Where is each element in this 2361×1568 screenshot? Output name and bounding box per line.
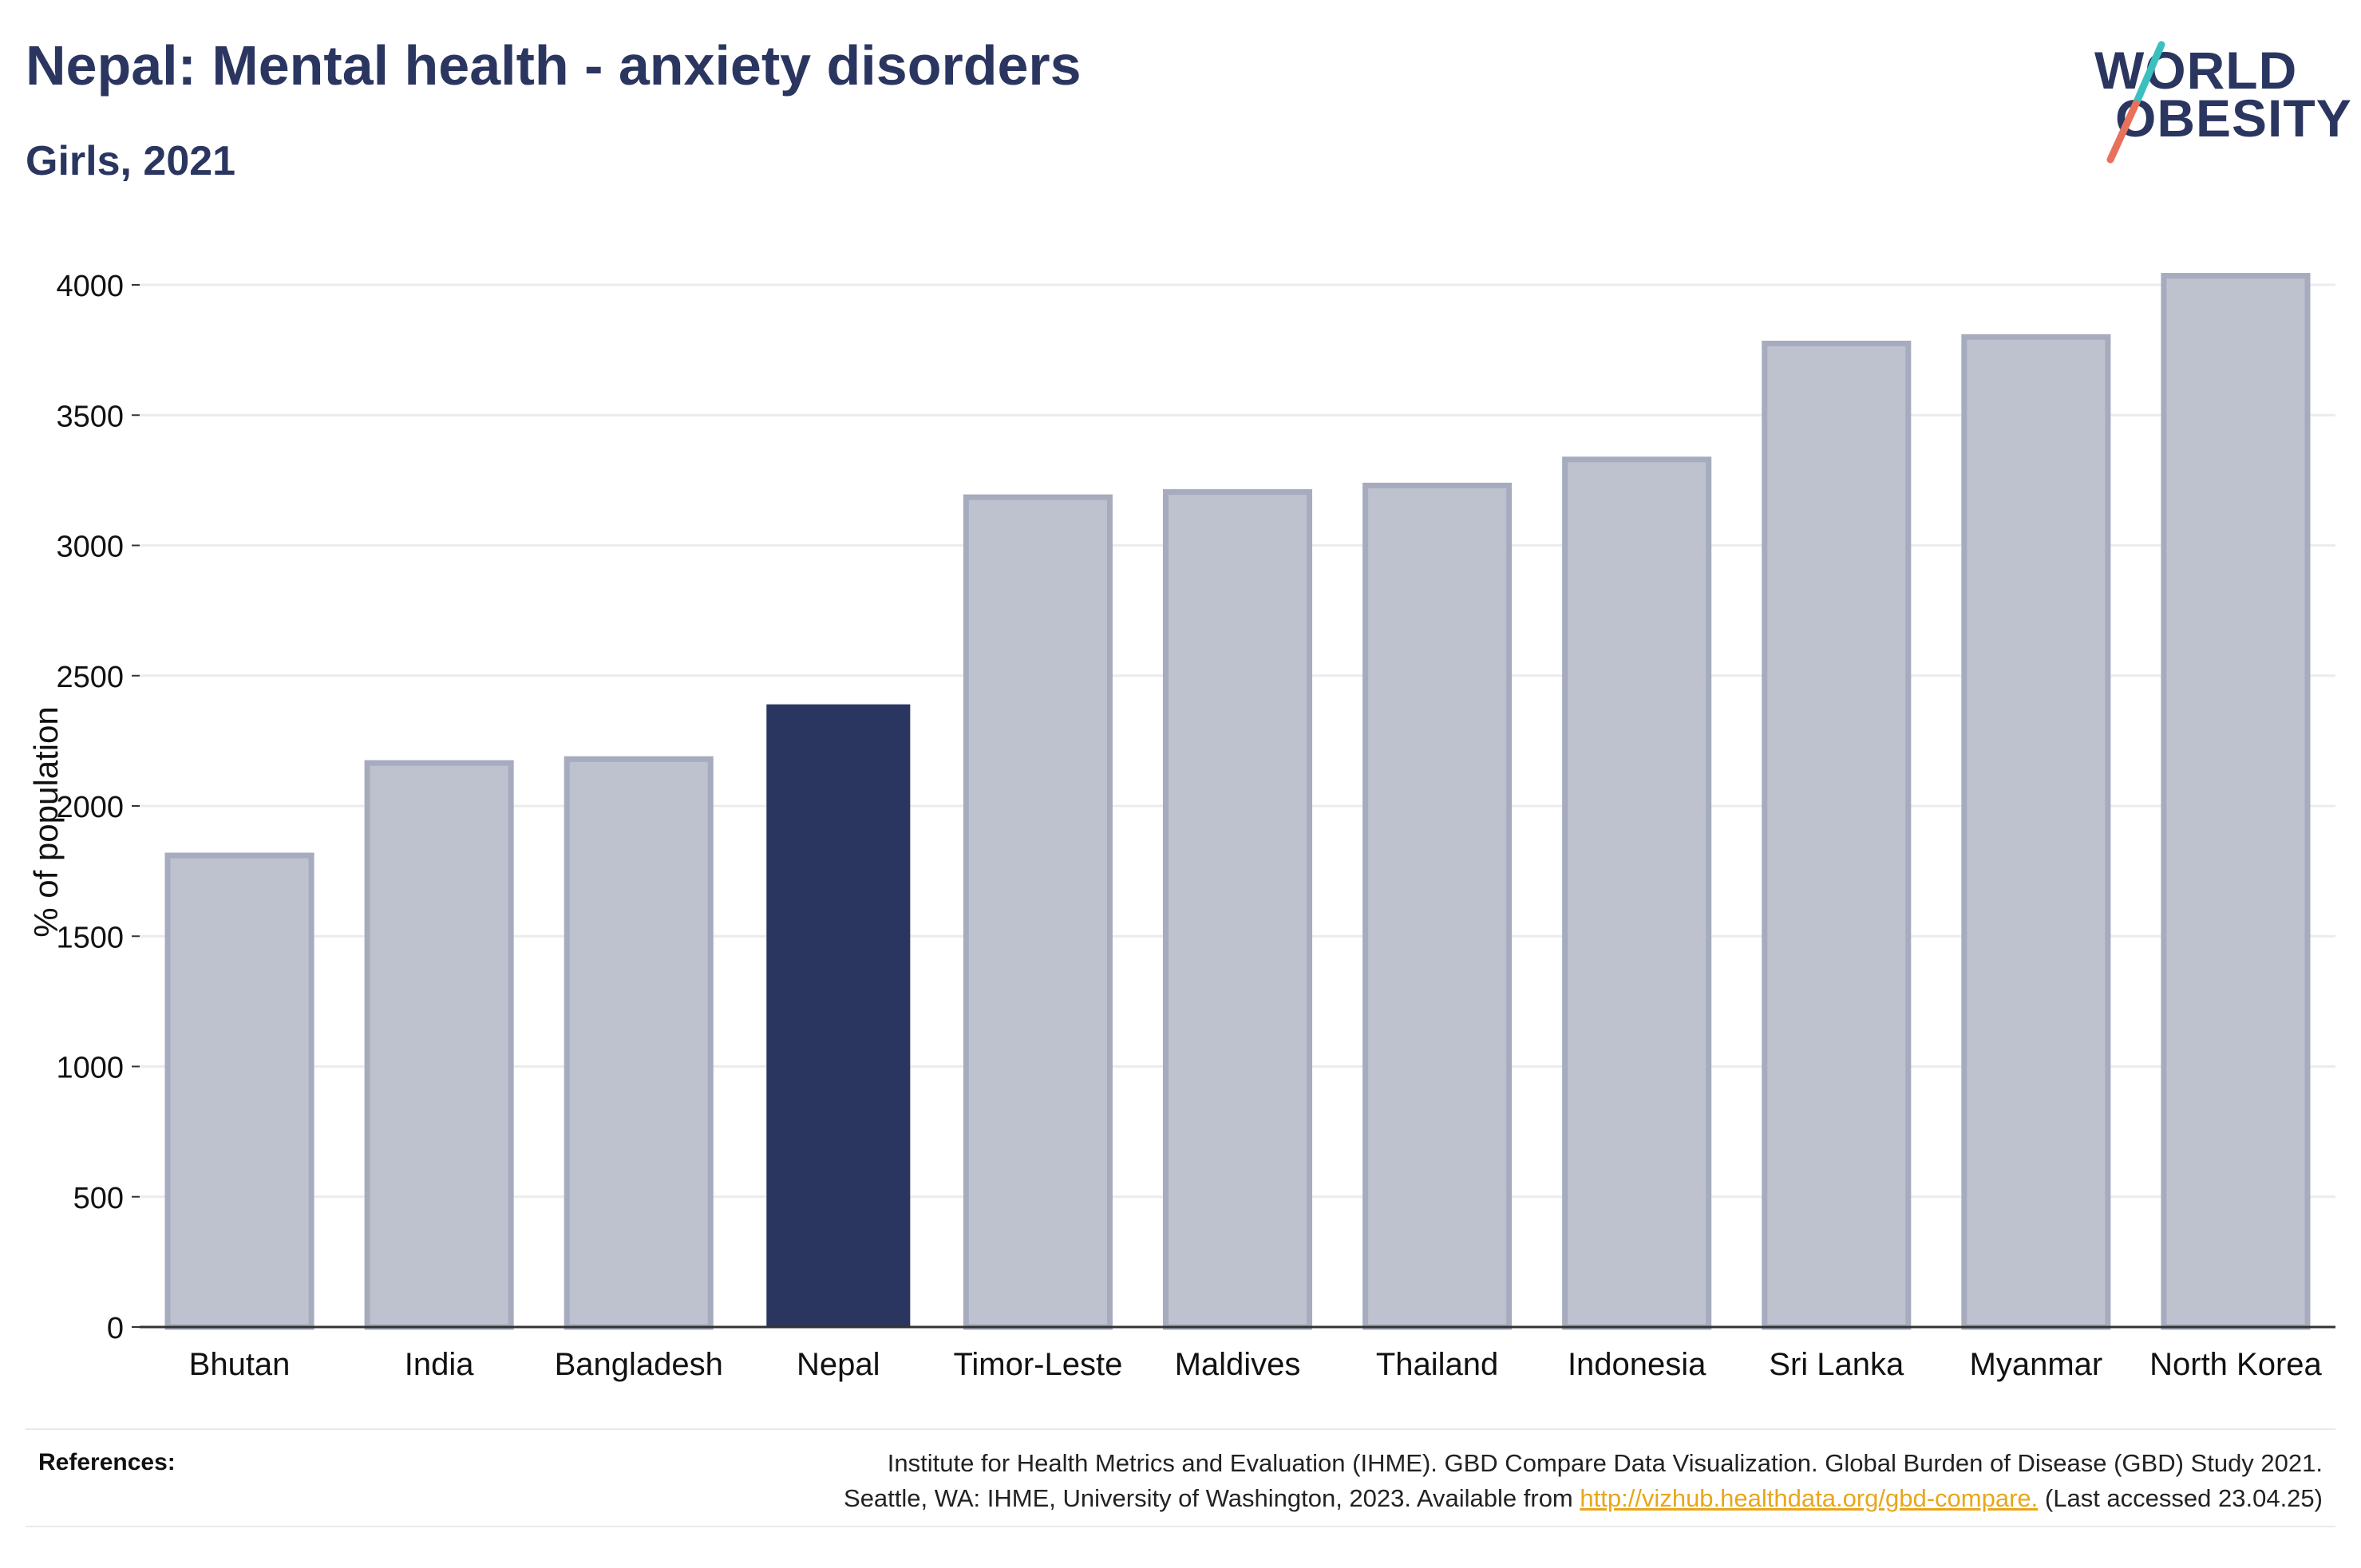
reference-line-1: Institute for Health Metrics and Evaluat… xyxy=(887,1449,2323,1477)
y-tick-label: 3500 xyxy=(56,400,124,433)
references-divider-bottom xyxy=(26,1526,2335,1527)
y-tick-label: 3000 xyxy=(56,531,124,564)
y-tick-label: 2500 xyxy=(56,661,124,694)
bar-north-korea xyxy=(2161,273,2311,1330)
world-obesity-logo: WORLD OBESITY xyxy=(2075,32,2351,176)
y-axis-label: % of population xyxy=(27,706,65,938)
y-tick-label: 0 xyxy=(107,1312,124,1345)
reference-link[interactable]: http://vizhub.healthdata.org/gbd-compare… xyxy=(1580,1484,2039,1512)
bars xyxy=(164,273,2311,1330)
references-divider-top xyxy=(26,1428,2335,1430)
bar-thailand xyxy=(1362,482,1513,1330)
bar-bangladesh xyxy=(564,756,714,1330)
x-tick-label: Bhutan xyxy=(189,1347,291,1382)
reference-line-2: Seattle, WA: IHME, University of Washing… xyxy=(567,1481,2323,1516)
x-tick-label: Timor-Leste xyxy=(953,1347,1122,1382)
logo-line-1: WORLD xyxy=(2094,41,2298,100)
logo-slash-icon xyxy=(2106,41,2165,164)
bar-nepal xyxy=(766,704,911,1327)
x-tick-label: Sri Lanka xyxy=(1769,1347,1904,1382)
bar-myanmar xyxy=(1961,334,2111,1330)
bar-sri-lanka xyxy=(1762,340,1912,1330)
x-tick-label: North Korea xyxy=(2149,1347,2322,1382)
x-tick-label: Myanmar xyxy=(1970,1347,2103,1382)
x-tick-label: Indonesia xyxy=(1568,1347,1706,1382)
y-tick-label: 4000 xyxy=(56,270,124,303)
reference-line-2-prefix: Seattle, WA: IHME, University of Washing… xyxy=(844,1484,1573,1512)
x-tick-label: India xyxy=(405,1347,474,1382)
references-text: Institute for Health Metrics and Evaluat… xyxy=(567,1446,2323,1516)
bar-indonesia xyxy=(1562,456,1712,1330)
bar-timor-leste xyxy=(963,494,1113,1330)
references-label: References: xyxy=(38,1449,176,1475)
y-tick-label: 1500 xyxy=(56,921,124,954)
reference-line-2-suffix: (Last accessed 23.04.25) xyxy=(2044,1484,2323,1512)
y-tick-label: 1000 xyxy=(56,1052,124,1085)
bar-bhutan xyxy=(164,852,314,1330)
chart-subtitle: Girls, 2021 xyxy=(26,138,236,184)
y-tick-label: 500 xyxy=(73,1182,124,1215)
x-tick-label: Thailand xyxy=(1376,1347,1498,1382)
x-tick-label: Nepal xyxy=(797,1347,880,1382)
x-tick-label: Bangladesh xyxy=(555,1347,723,1382)
logo-line-2: OBESITY xyxy=(2115,89,2352,148)
bar-maldives xyxy=(1162,489,1313,1330)
x-tick-label: Maldives xyxy=(1175,1347,1301,1382)
chart-title: Nepal: Mental health - anxiety disorders xyxy=(26,34,1082,97)
bar-chart: 0 500 1000 1500 2000 2500 3000 3500 4000 Bhutan In… xyxy=(27,270,2335,1382)
bar-india xyxy=(364,760,514,1330)
y-tick-label: 2000 xyxy=(56,791,124,824)
axes: 0 500 1000 1500 2000 2500 3000 3500 4000 Bhutan In… xyxy=(56,270,2335,1382)
